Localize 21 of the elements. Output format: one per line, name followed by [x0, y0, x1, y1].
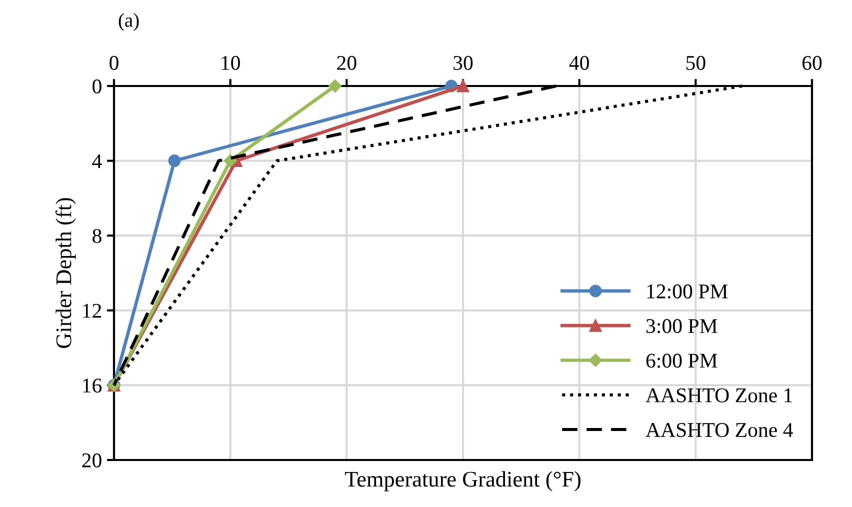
y-tick-label: 0 — [92, 79, 102, 94]
x-tick-label: 40 — [569, 56, 589, 70]
x-tick-label: 50 — [686, 56, 706, 70]
y-tick-label: 20 — [82, 453, 102, 468]
x-axis-title: Temperature Gradient (°F) — [344, 471, 580, 492]
x-tick-label: 20 — [337, 56, 356, 70]
y-tick-label: 12 — [83, 304, 102, 318]
x-tick-label: 30 — [454, 56, 473, 70]
text: (a) — [118, 13, 139, 31]
y-tick-label: 16 — [83, 378, 102, 393]
x-tick-label: 0 — [110, 56, 118, 70]
legend-label: 3:00 PM — [646, 319, 718, 334]
y-tick-label: 4 — [92, 154, 102, 168]
legend-label: 12:00 PM — [647, 284, 728, 299]
x-tick-label: 60 — [802, 56, 822, 70]
y-axis-title: Girder Depth (ft) — [55, 198, 76, 348]
y-tick-label: 8 — [92, 228, 102, 244]
x-tick-label: 10 — [222, 56, 240, 70]
legend-label: AASHTO Zone 4 — [646, 423, 793, 438]
legend-label: 6:00 PM — [646, 354, 718, 368]
legend-label: AASHTO Zone 1 — [646, 388, 792, 402]
